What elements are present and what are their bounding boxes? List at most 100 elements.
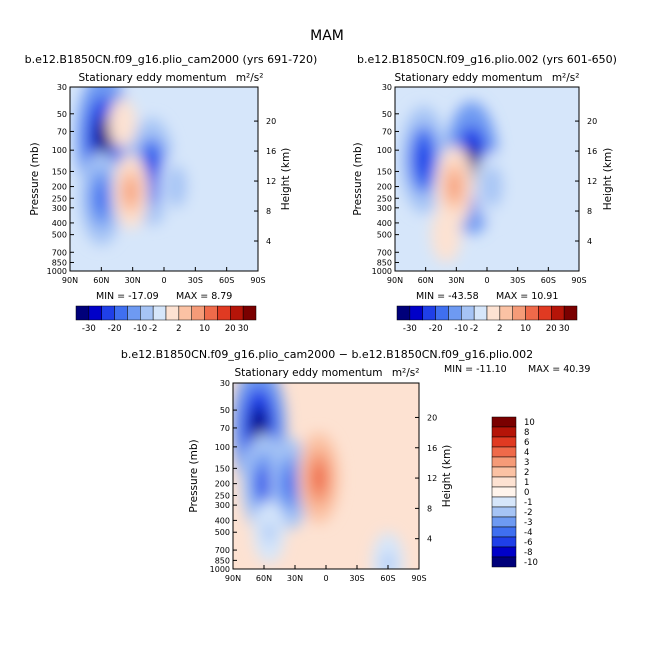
colorbar-swatch: [525, 305, 539, 321]
x-tick-label: 30S: [188, 276, 203, 285]
panel1-plot-area: [70, 87, 258, 271]
colorbar-label: 6: [524, 438, 529, 448]
height-tick-label: 20: [266, 117, 276, 126]
colorbar-swatch: [491, 436, 517, 448]
colorbar-swatch: [491, 506, 517, 518]
panel3-variable-title: Stationary eddy momentum m²/s²: [235, 367, 420, 379]
colorbar-swatch: [396, 305, 411, 321]
colorbar-swatch: [75, 305, 90, 321]
colorbar-label: 2: [176, 324, 181, 334]
height-tick-label: 16: [587, 147, 597, 156]
y-tick-label: 150: [377, 167, 392, 176]
panel-cam2000: b.e12.B1850CN.f09_g16.plio_cam2000 (yrs …: [25, 53, 318, 334]
panel2-run-title: b.e12.B1850CN.f09_g16.plio.002 (yrs 601-…: [357, 53, 617, 66]
y-tick-label: 30: [382, 83, 392, 92]
x-tick-label: 30N: [125, 276, 141, 285]
colorbar-label: -20: [108, 324, 122, 334]
panel2-variable-title: Stationary eddy momentum m²/s²: [395, 72, 580, 84]
colorbar-label: -10: [524, 558, 538, 568]
colorbar-swatch: [491, 466, 517, 478]
x-tick-label: 90N: [225, 574, 241, 583]
panel2-axes: 90N 60N 30N 0 30S 60S 90S 30 50 70 100 150 200 250300…: [372, 83, 598, 285]
colorbar-swatch: [127, 305, 141, 321]
y-tick-label: 400: [377, 219, 392, 228]
colorbar-swatch: [491, 456, 517, 468]
colorbar-swatch: [178, 305, 192, 321]
colorbar-swatch: [491, 426, 517, 438]
panel3-ylabel: Pressure (mb): [188, 439, 200, 512]
y-tick-label: 150: [215, 464, 230, 473]
y-tick-label: 200: [52, 183, 67, 192]
colorbar-swatch: [563, 305, 578, 321]
colorbar-swatch: [152, 305, 167, 321]
y-tick-label: 400: [215, 516, 230, 525]
field-anomaly-core: [171, 175, 182, 199]
colorbar-swatch: [422, 305, 436, 321]
colorbar-label: 3: [524, 458, 529, 468]
colorbar-label: -20: [429, 324, 443, 334]
x-tick-label: 0: [323, 574, 328, 583]
height-tick-label: 16: [427, 444, 437, 453]
x-tick-label: 0: [484, 276, 489, 285]
colorbar-swatch: [88, 305, 102, 321]
colorbar-swatch: [473, 305, 488, 321]
panel1-axes: 90N 60N 30N 0 30S 60S 90S 30 50 70 100 150 200 250300…: [47, 83, 277, 285]
colorbar-label: 2: [524, 468, 529, 478]
y-tick-label: 100: [215, 443, 230, 452]
y-tick-label: 70: [57, 127, 67, 136]
colorbar-swatch: [491, 416, 517, 428]
panel2-plot-area: [395, 87, 579, 271]
height-tick-label: 20: [587, 117, 597, 126]
height-tick-label: 16: [266, 147, 276, 156]
panel3-ylabel-right: Height (km): [441, 445, 453, 508]
colorbar-swatch: [512, 305, 526, 321]
colorbar-swatch: [101, 305, 115, 321]
x-tick-label: 60N: [256, 574, 272, 583]
y-tick-label: 400: [52, 219, 67, 228]
colorbar-swatch: [491, 526, 517, 538]
y-tick-label: 200: [377, 183, 392, 192]
colorbar-swatch: [551, 305, 565, 321]
colorbar-swatch: [114, 305, 128, 321]
field-anomaly-core: [448, 172, 461, 201]
panel3-units: m²/s²: [392, 367, 420, 379]
field-anomaly-core: [312, 462, 326, 494]
colorbar-swatch: [491, 556, 517, 568]
y-tick-label: 150: [52, 167, 67, 176]
colorbar-label: -2: [149, 324, 157, 334]
x-tick-label: 30S: [510, 276, 525, 285]
height-tick-label: 4: [266, 237, 271, 246]
colorbar-label: 10: [520, 324, 531, 334]
height-tick-label: 4: [427, 535, 432, 544]
x-tick-label: 60S: [541, 276, 556, 285]
panel2-ylabel: Pressure (mb): [352, 142, 364, 215]
colorbar-label: 8: [524, 428, 529, 438]
colorbar-label: 2: [497, 324, 502, 334]
y-tick-label: 30: [57, 83, 67, 92]
colorbar-swatch: [491, 496, 517, 508]
panel3-plot-area: [233, 383, 419, 569]
colorbar-label: 20: [225, 324, 236, 334]
panel1-colorbar: -30 -20 -10 -2 2 10 20 30: [75, 305, 257, 334]
y-tick-label: 850: [377, 258, 392, 267]
colorbar-swatch: [461, 305, 475, 321]
panel2-colorbar: -30 -20 -10 -2 2 10 20 30: [396, 305, 578, 334]
height-tick-label: 4: [587, 237, 592, 246]
x-tick-label: 30N: [287, 574, 303, 583]
y-tick-label: 200: [215, 480, 230, 489]
y-tick-label: 100: [377, 146, 392, 155]
y-tick-label: 50: [220, 406, 230, 415]
y-tick-label: 1000: [47, 267, 67, 276]
colorbar-label: -3: [524, 518, 532, 528]
colorbar-label: -8: [524, 548, 532, 558]
height-tick-label: 12: [266, 177, 276, 186]
field-anomaly-core: [383, 553, 393, 569]
colorbar-label: 30: [559, 324, 570, 334]
colorbar-label: 1: [524, 478, 529, 488]
y-tick-label: 70: [220, 424, 230, 433]
panel1-variable-title: Stationary eddy momentum m²/s²: [79, 72, 264, 84]
field-anomaly-core: [257, 466, 271, 501]
panel3-diff-title: b.e12.B1850CN.f09_g16.plio_cam2000 − b.e…: [121, 348, 533, 361]
x-tick-label: 60N: [418, 276, 434, 285]
